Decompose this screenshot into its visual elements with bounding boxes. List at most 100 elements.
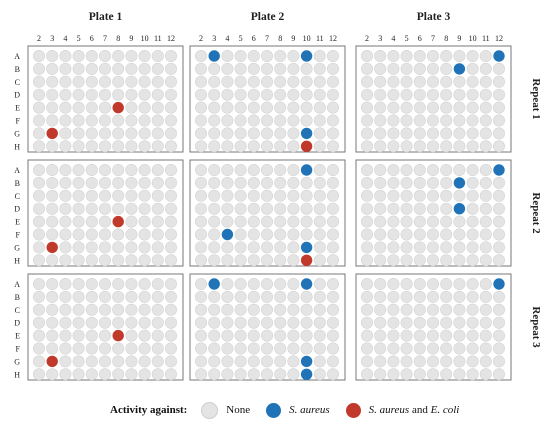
well-inactive xyxy=(387,189,400,202)
well-inactive xyxy=(440,49,453,62)
well-inactive xyxy=(125,202,138,215)
well-inactive xyxy=(260,202,273,215)
well-inactive xyxy=(32,75,45,88)
well-inactive xyxy=(466,176,479,189)
well-inactive xyxy=(138,368,151,381)
well-inactive xyxy=(32,228,45,241)
well-active-s-aureus xyxy=(208,278,220,290)
well-inactive xyxy=(221,114,234,127)
well-inactive xyxy=(59,228,72,241)
well-inactive xyxy=(466,49,479,62)
well-inactive xyxy=(151,303,164,316)
well-inactive xyxy=(492,241,505,254)
well-inactive xyxy=(125,114,138,127)
well-inactive xyxy=(313,62,326,75)
well-inactive xyxy=(151,189,164,202)
well-inactive xyxy=(313,368,326,381)
repeat-label: Repeat 2 xyxy=(530,192,542,234)
well-inactive xyxy=(138,140,151,153)
well-inactive xyxy=(72,75,85,88)
well-inactive xyxy=(287,290,300,303)
well-inactive xyxy=(387,368,400,381)
well-inactive xyxy=(99,290,112,303)
well-inactive xyxy=(400,342,413,355)
column-tick-label: 10 xyxy=(469,34,477,43)
well-inactive xyxy=(85,342,98,355)
well-inactive xyxy=(260,303,273,316)
well-inactive xyxy=(326,241,339,254)
well-inactive xyxy=(479,75,492,88)
well-inactive xyxy=(72,215,85,228)
well-inactive xyxy=(99,254,112,267)
column-tick-label: 9 xyxy=(291,34,295,43)
legend-swatch-s-aureus xyxy=(266,402,282,418)
well-inactive xyxy=(99,62,112,75)
well-inactive xyxy=(466,75,479,88)
well-inactive xyxy=(165,75,178,88)
well-inactive xyxy=(151,164,164,177)
well-inactive xyxy=(99,228,112,241)
well-inactive xyxy=(374,355,387,368)
well-inactive xyxy=(112,303,125,316)
well-inactive xyxy=(247,140,260,153)
plate-title: Plate 3 xyxy=(417,11,451,23)
well-inactive xyxy=(440,241,453,254)
well-active-s-aureus xyxy=(300,278,313,290)
well-inactive xyxy=(138,254,151,267)
row-tick-label: H xyxy=(14,256,20,265)
well-inactive xyxy=(313,202,326,215)
well-inactive xyxy=(165,127,178,140)
well-inactive xyxy=(360,342,373,355)
well-inactive xyxy=(59,241,72,254)
well-inactive xyxy=(125,329,138,342)
well-inactive xyxy=(138,88,151,101)
row-tick-label: F xyxy=(16,345,21,354)
well-inactive xyxy=(360,88,373,101)
well-inactive xyxy=(112,277,125,290)
well-inactive xyxy=(138,101,151,114)
well-inactive xyxy=(221,254,234,267)
well-inactive xyxy=(300,342,313,355)
well-inactive xyxy=(440,329,453,342)
well-inactive xyxy=(479,114,492,127)
well-inactive xyxy=(221,215,234,228)
row-tick-label: B xyxy=(15,65,20,74)
well-inactive xyxy=(326,254,339,267)
well-inactive xyxy=(492,189,505,202)
well-inactive xyxy=(413,303,426,316)
well-inactive xyxy=(374,176,387,189)
well-inactive xyxy=(466,101,479,114)
well-inactive xyxy=(165,277,178,290)
well-inactive xyxy=(234,215,247,228)
well-active-both xyxy=(46,241,58,254)
well-inactive xyxy=(99,114,112,127)
well-inactive xyxy=(300,189,313,202)
well-inactive xyxy=(326,164,339,177)
well-inactive xyxy=(195,316,208,329)
well-inactive xyxy=(360,176,373,189)
well-inactive xyxy=(300,101,313,114)
well-inactive xyxy=(466,241,479,254)
well-inactive xyxy=(125,241,138,254)
well-inactive xyxy=(260,49,273,62)
well-inactive xyxy=(125,254,138,267)
well-inactive xyxy=(234,254,247,267)
well-inactive xyxy=(287,215,300,228)
well-inactive xyxy=(440,342,453,355)
well-inactive xyxy=(46,316,59,329)
well-inactive xyxy=(46,114,59,127)
well-inactive xyxy=(453,49,466,62)
well-inactive xyxy=(195,49,208,62)
well-inactive xyxy=(99,127,112,140)
column-tick-label: 6 xyxy=(418,34,422,43)
well-active-both xyxy=(300,254,313,266)
well-inactive xyxy=(99,49,112,62)
well-inactive xyxy=(287,329,300,342)
well-inactive xyxy=(208,329,221,342)
well-inactive xyxy=(85,228,98,241)
well-inactive xyxy=(479,189,492,202)
well-inactive xyxy=(400,189,413,202)
well-inactive xyxy=(287,114,300,127)
well-inactive xyxy=(374,368,387,381)
well-inactive xyxy=(112,368,125,381)
